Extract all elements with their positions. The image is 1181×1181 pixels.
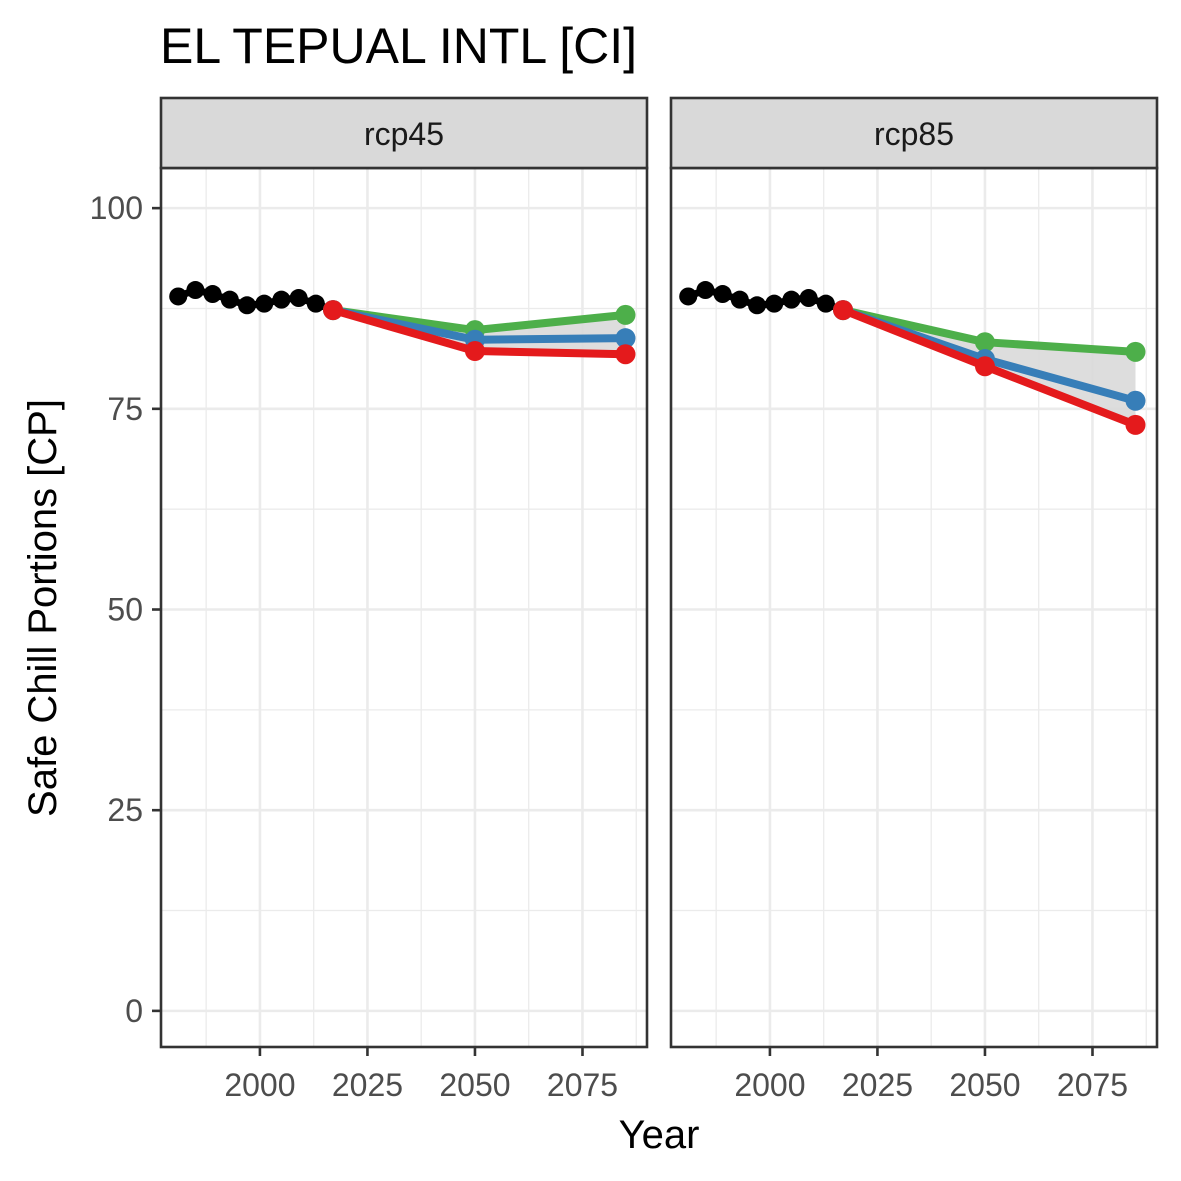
- chart-title: EL TEPUAL INTL [CI]: [160, 18, 637, 74]
- historic-point: [306, 294, 325, 313]
- historic-point: [816, 294, 835, 313]
- facet-panel-rcp85: rcp85 2000 2025 2050 2075: [669, 96, 1159, 1103]
- x-tick-label: 2000: [224, 1067, 295, 1103]
- series-point-red: [323, 300, 344, 321]
- historic-point: [765, 294, 784, 313]
- historic-point: [238, 296, 257, 315]
- historic-point: [203, 285, 222, 304]
- facet-strip: [669, 96, 1159, 170]
- x-tick-label: 2050: [949, 1067, 1020, 1103]
- x-tick-label: 2050: [439, 1067, 510, 1103]
- x-tick-label: 2075: [547, 1067, 618, 1103]
- historic-point: [169, 287, 188, 306]
- historic-point: [289, 289, 308, 308]
- panel-background: [671, 168, 1157, 1047]
- series-point-green: [974, 332, 995, 353]
- x-tick-label: 2025: [842, 1067, 913, 1103]
- series-point-red: [464, 341, 485, 362]
- historic-point: [186, 281, 205, 300]
- historic-point: [748, 296, 767, 315]
- historic-point: [220, 290, 239, 309]
- x-axis-title: Year: [619, 1113, 700, 1157]
- series-point-red: [615, 344, 636, 365]
- series-point-green: [1125, 341, 1146, 362]
- y-axis-title: Safe Chill Portions [CP]: [21, 399, 65, 817]
- historic-point: [696, 281, 715, 300]
- series-point-red: [974, 356, 995, 377]
- series-point-blue: [1125, 390, 1146, 411]
- historic-point: [799, 289, 818, 308]
- historic-point: [782, 290, 801, 309]
- facet-strip-label: rcp45: [364, 116, 444, 152]
- y-tick-label: 25: [107, 792, 143, 828]
- series-point-red: [1125, 414, 1146, 435]
- series-point-blue: [615, 328, 636, 349]
- historic-point: [679, 287, 698, 306]
- series-point-red: [833, 300, 854, 321]
- series-point-green: [615, 304, 636, 325]
- historic-point: [272, 290, 291, 309]
- y-tick-label: 0: [125, 993, 143, 1029]
- y-tick-label: 75: [107, 391, 143, 427]
- y-tick-label: 50: [107, 592, 143, 628]
- facet-strip-label: rcp85: [874, 116, 954, 152]
- facet-strip: [159, 96, 649, 170]
- panel-background: [161, 168, 647, 1047]
- x-tick-label: 2025: [332, 1067, 403, 1103]
- facet-panel-rcp45: rcp45 2000 2025 2050 2075 0 25 50 75 100: [90, 96, 649, 1103]
- historic-point: [713, 285, 732, 304]
- x-tick-label: 2075: [1057, 1067, 1128, 1103]
- y-tick-label: 100: [90, 190, 143, 226]
- historic-point: [255, 294, 274, 313]
- x-tick-label: 2000: [734, 1067, 805, 1103]
- facet-panels: rcp45 2000 2025 2050 2075 0 25 50 75 100 rcp85 2000…: [90, 96, 1159, 1103]
- historic-point: [730, 290, 749, 309]
